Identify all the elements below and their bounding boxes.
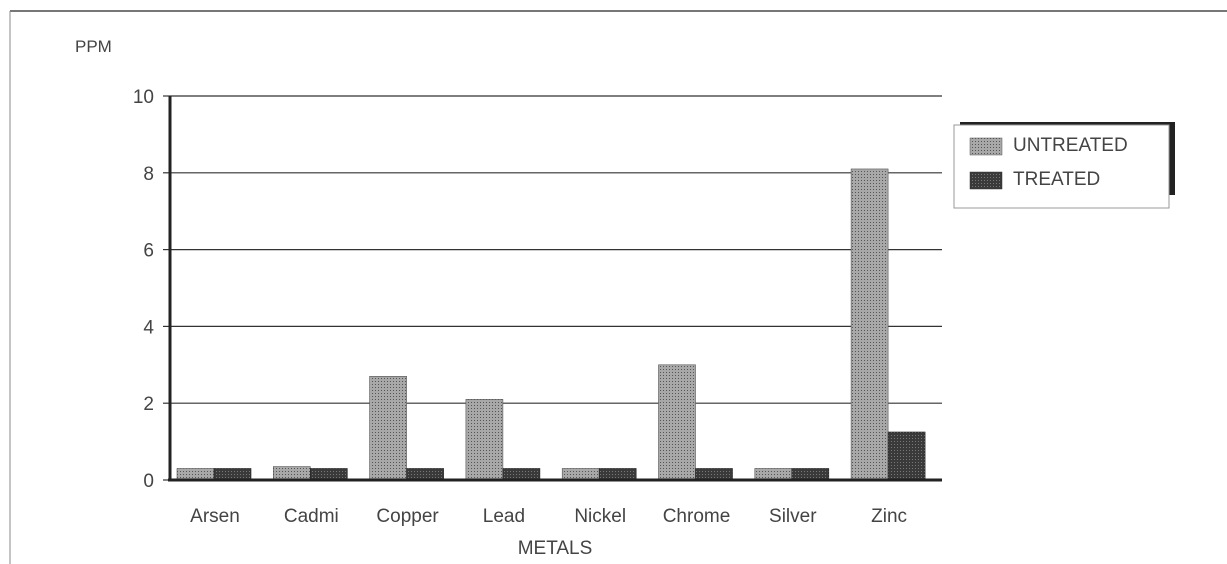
x-tick-labels: Arsen Cadmi Copper Lead Nickel Chrome Silver Zi… [190, 506, 907, 527]
bar-treated-silver [791, 468, 830, 481]
x-tick-label: Copper [376, 506, 439, 527]
x-axis-title: METALS [518, 538, 593, 559]
y-axis-title: PPM [75, 37, 112, 56]
x-tick-label: Silver [769, 506, 817, 527]
bar-treated-nickel [598, 468, 637, 481]
x-tick-label: Chrome [663, 506, 731, 527]
bar-untreated-copper [369, 376, 407, 481]
x-tick-label: Nickel [574, 506, 626, 527]
y-tick-labels: 0 2 4 6 8 10 [133, 87, 170, 492]
x-tick-label: Arsen [190, 506, 240, 527]
bar-treated-arsen [213, 468, 252, 481]
bar-untreated-chrome [658, 364, 696, 481]
y-tick-label: 6 [143, 241, 154, 262]
y-tick-label: 2 [143, 394, 154, 415]
legend-label-untreated: UNTREATED [1013, 135, 1128, 156]
bar-untreated-zinc [850, 168, 889, 481]
bars [176, 168, 926, 481]
bar-treated-lead [502, 468, 541, 481]
bar-treated-zinc [887, 431, 926, 481]
bar-untreated-lead [465, 399, 504, 481]
x-tick-label: Lead [483, 506, 525, 527]
bar-untreated-arsen [176, 468, 215, 481]
y-tick-label: 4 [143, 317, 154, 338]
bar-treated-copper [406, 468, 444, 481]
x-tick-label: Cadmi [284, 506, 339, 527]
legend: UNTREATED TREATED [953, 122, 1175, 209]
bar-untreated-nickel [561, 468, 600, 481]
gridlines [170, 95, 942, 404]
legend-swatch-untreated [969, 137, 1003, 156]
y-tick-label: 0 [143, 471, 154, 492]
bar-untreated-silver [754, 468, 793, 481]
x-tick-label: Zinc [871, 506, 907, 527]
y-tick-label: 8 [143, 164, 154, 185]
legend-label-treated: TREATED [1013, 169, 1100, 190]
bar-treated-chrome [695, 468, 733, 481]
bar-treated-cadmi [309, 468, 348, 481]
bar-untreated-cadmi [272, 466, 311, 481]
legend-swatch-treated [969, 171, 1003, 190]
y-tick-label: 10 [133, 87, 154, 108]
